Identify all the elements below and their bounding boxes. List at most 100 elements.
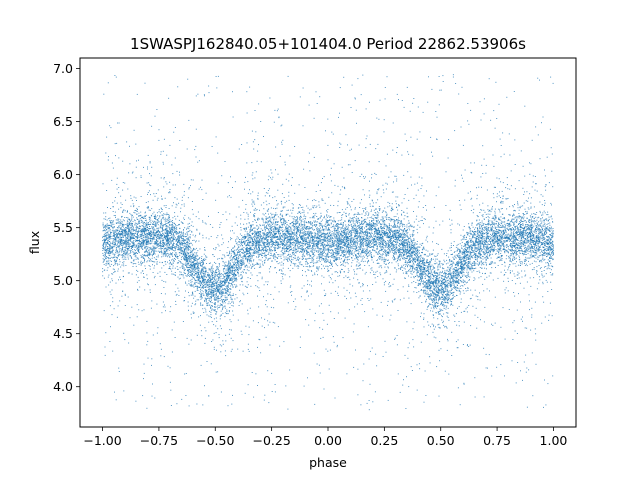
scatter-point [491,209,493,211]
scatter-point [323,176,325,178]
scatter-point [321,283,322,285]
scatter-point [246,142,248,144]
scatter-point [258,234,260,236]
scatter-point [499,257,501,259]
scatter-point [479,224,481,226]
scatter-point [184,258,186,260]
scatter-point [355,218,357,220]
scatter-point [272,213,274,215]
scatter-point [278,254,280,256]
scatter-point [280,256,282,258]
scatter-point [403,229,405,231]
scatter-point [117,245,118,247]
scatter-point [372,249,374,251]
scatter-point [312,257,314,259]
scatter-point [249,234,251,236]
scatter-point [451,219,453,221]
scatter-point [109,251,111,253]
scatter-point [243,223,245,225]
scatter-point [276,239,278,240]
scatter-point [334,230,336,232]
scatter-point [164,213,166,215]
scatter-point [513,242,515,244]
scatter-point [354,246,356,248]
scatter-point [214,298,216,300]
scatter-point [426,287,428,289]
scatter-point [447,340,449,342]
scatter-point [458,267,460,269]
scatter-point [151,261,153,262]
scatter-point [354,207,356,209]
scatter-point [341,252,343,254]
scatter-point [217,274,219,275]
scatter-point [196,229,198,231]
scatter-point [434,288,436,290]
scatter-point [490,261,492,263]
scatter-point [158,231,160,233]
scatter-point [321,256,323,258]
scatter-point [442,264,444,266]
scatter-point [356,253,358,255]
scatter-point [512,263,514,265]
scatter-point [515,244,517,246]
scatter-point [319,241,321,243]
scatter-point [171,226,173,228]
scatter-point [112,211,114,212]
scatter-point [143,273,144,274]
scatter-point [541,237,543,239]
scatter-point [309,248,311,250]
scatter-point [173,131,175,133]
scatter-point [349,240,351,242]
scatter-point [526,226,528,228]
scatter-point [458,256,459,258]
scatter-point [394,236,396,238]
scatter-point [545,233,547,235]
scatter-point [194,258,196,260]
scatter-point [369,229,371,231]
scatter-point [261,317,262,319]
scatter-point [396,232,398,233]
scatter-point [270,306,272,308]
scatter-point [226,309,228,311]
scatter-point [395,250,397,252]
scatter-point [213,294,215,296]
scatter-point [541,235,543,237]
scatter-point [179,246,181,248]
scatter-point [105,264,107,266]
scatter-point [120,241,122,243]
scatter-point [382,278,384,280]
scatter-point [467,244,469,246]
scatter-point [500,201,502,203]
scatter-point [288,231,290,233]
scatter-point [422,271,424,272]
scatter-point [333,255,335,257]
scatter-point [201,256,203,258]
scatter-point [234,256,236,258]
scatter-point [337,272,339,274]
scatter-point [359,224,361,225]
scatter-point [512,246,513,248]
scatter-point [490,241,491,242]
scatter-point [409,244,411,246]
scatter-point [465,282,467,284]
scatter-point [293,226,295,228]
scatter-point [354,243,356,245]
scatter-point [513,214,515,216]
scatter-point [485,353,487,355]
scatter-point [199,257,201,259]
scatter-point [151,235,153,237]
scatter-point [270,249,272,251]
scatter-point [264,255,266,257]
scatter-point [316,221,318,223]
scatter-point [251,226,252,228]
scatter-point [217,281,219,283]
scatter-point [357,242,359,244]
scatter-point [259,339,261,341]
scatter-point [320,232,322,234]
scatter-point [396,178,398,180]
scatter-point [481,264,483,266]
scatter-point [133,240,135,241]
scatter-point [215,313,217,315]
scatter-point [426,255,428,257]
scatter-point [330,216,332,218]
